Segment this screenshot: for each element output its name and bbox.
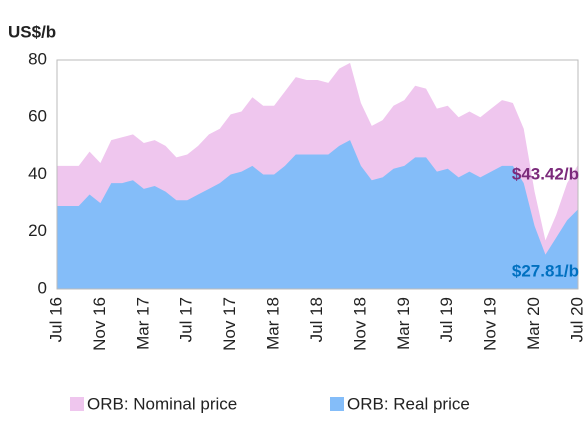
y-tick-label: 40 bbox=[28, 164, 47, 183]
area bbox=[57, 140, 578, 289]
y-tick-label: 60 bbox=[28, 107, 47, 126]
y-tick-label: 20 bbox=[28, 221, 47, 240]
annotation: $27.81/b bbox=[512, 261, 579, 280]
x-tick-label: Jul 18 bbox=[307, 297, 326, 342]
legend-label: ORB: Real price bbox=[347, 394, 470, 413]
x-tick-label: Mar 18 bbox=[264, 297, 283, 350]
legend-swatch bbox=[330, 397, 344, 411]
legend-label: ORB: Nominal price bbox=[87, 394, 237, 413]
x-tick-label: Nov 19 bbox=[481, 297, 500, 351]
annotation: $43.42/b bbox=[512, 164, 579, 183]
x-tick-label: Mar 17 bbox=[133, 297, 152, 350]
y-axis-label: US$/b bbox=[8, 22, 56, 41]
x-tick-label: Mar 19 bbox=[394, 297, 413, 350]
x-tick-label: Jul 16 bbox=[46, 297, 65, 342]
x-tick-label: Jul 17 bbox=[177, 297, 196, 342]
x-tick-label: Jul 19 bbox=[437, 297, 456, 342]
y-tick-label: 80 bbox=[28, 49, 47, 68]
x-tick-label: Mar 20 bbox=[524, 297, 543, 350]
plot-frame bbox=[56, 59, 579, 290]
y-tick-label: 0 bbox=[38, 278, 47, 297]
x-tick-label: Nov 17 bbox=[220, 297, 239, 351]
x-tick-label: Nov 18 bbox=[350, 297, 369, 351]
x-tick-label: Nov 16 bbox=[90, 297, 109, 351]
x-tick-label: Jul 20 bbox=[567, 297, 586, 342]
legend-swatch bbox=[70, 397, 84, 411]
